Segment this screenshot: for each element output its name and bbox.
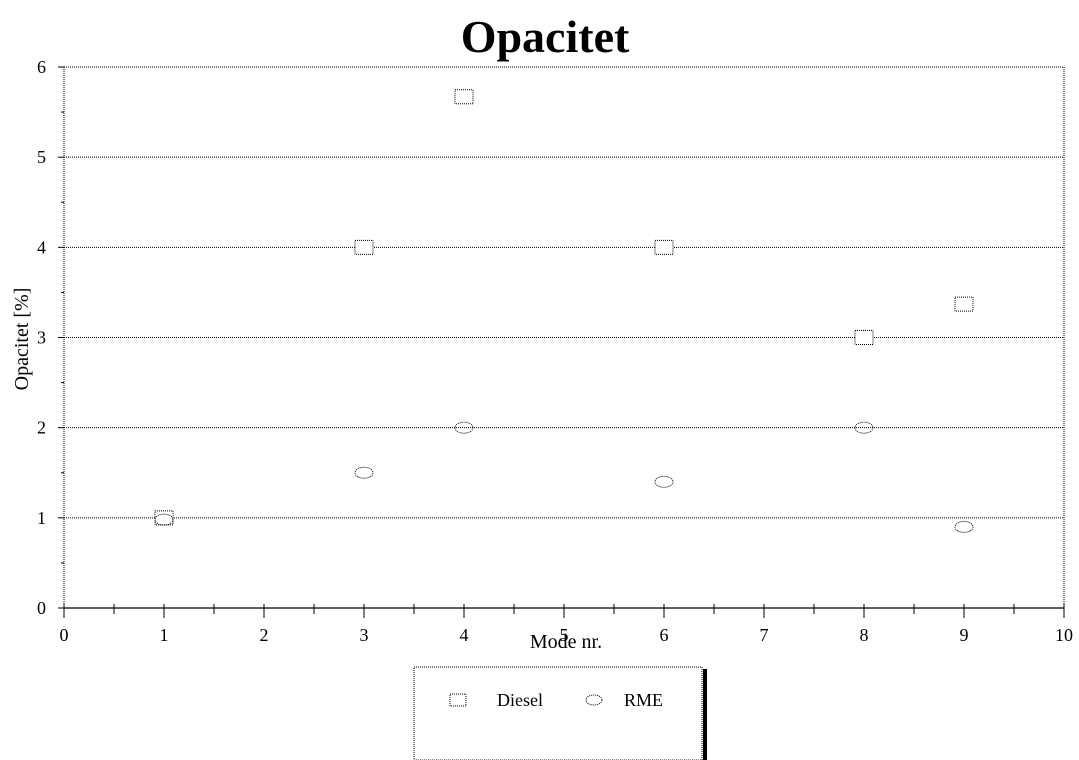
y-tick-label: 1: [37, 508, 46, 528]
point-rme: [154, 513, 174, 526]
y-tick-label: 3: [37, 328, 46, 348]
point-diesel: [154, 510, 174, 526]
legend-label-diesel: Diesel: [497, 690, 543, 710]
grid-lines: [64, 66, 1064, 519]
x-tick-label: 5: [560, 625, 569, 645]
legend-box-shadow-right: [703, 669, 707, 760]
point-rme: [454, 421, 474, 434]
x-tick-label: 10: [1055, 625, 1073, 645]
x-tick-label: 7: [760, 625, 769, 645]
x-tick-label: 9: [960, 625, 969, 645]
point-diesel: [454, 89, 474, 105]
point-diesel: [854, 330, 874, 345]
legend: Diesel RME: [413, 666, 707, 760]
x-tick-label: 4: [460, 625, 469, 645]
point-diesel: [354, 239, 374, 255]
point-diesel: [954, 296, 974, 312]
x-tick-label: 8: [860, 625, 869, 645]
y-tick-label: 4: [37, 237, 46, 257]
x-tick-label: 1: [160, 625, 169, 645]
data-points: [154, 89, 974, 533]
legend-marker-rme: [585, 694, 603, 706]
point-rme: [654, 475, 674, 488]
point-diesel: [654, 239, 674, 255]
chart-title: Opacitet: [461, 11, 630, 62]
point-rme: [854, 421, 874, 434]
y-tick-label: 0: [37, 598, 46, 618]
point-rme: [354, 466, 374, 479]
legend-marker-diesel: [449, 693, 467, 707]
legend-box: [413, 666, 703, 760]
x-axis-label: Mode nr.: [530, 631, 602, 653]
x-tick-label: 0: [60, 625, 69, 645]
y-tick-label: 5: [37, 147, 46, 167]
y-tick-label: 6: [37, 57, 46, 77]
legend-label-rme: RME: [624, 690, 663, 710]
y-axis-label: Opacitet [%]: [11, 288, 33, 391]
x-tick-label: 2: [260, 625, 269, 645]
y-tick-label: 2: [37, 418, 46, 438]
point-rme: [954, 520, 974, 533]
x-tick-label: 6: [660, 625, 669, 645]
ticks: 0 1 2 3 4 5 6 7 8 9 10 0 1 2 3 4 5 6: [37, 57, 1073, 645]
x-tick-label: 3: [360, 625, 369, 645]
